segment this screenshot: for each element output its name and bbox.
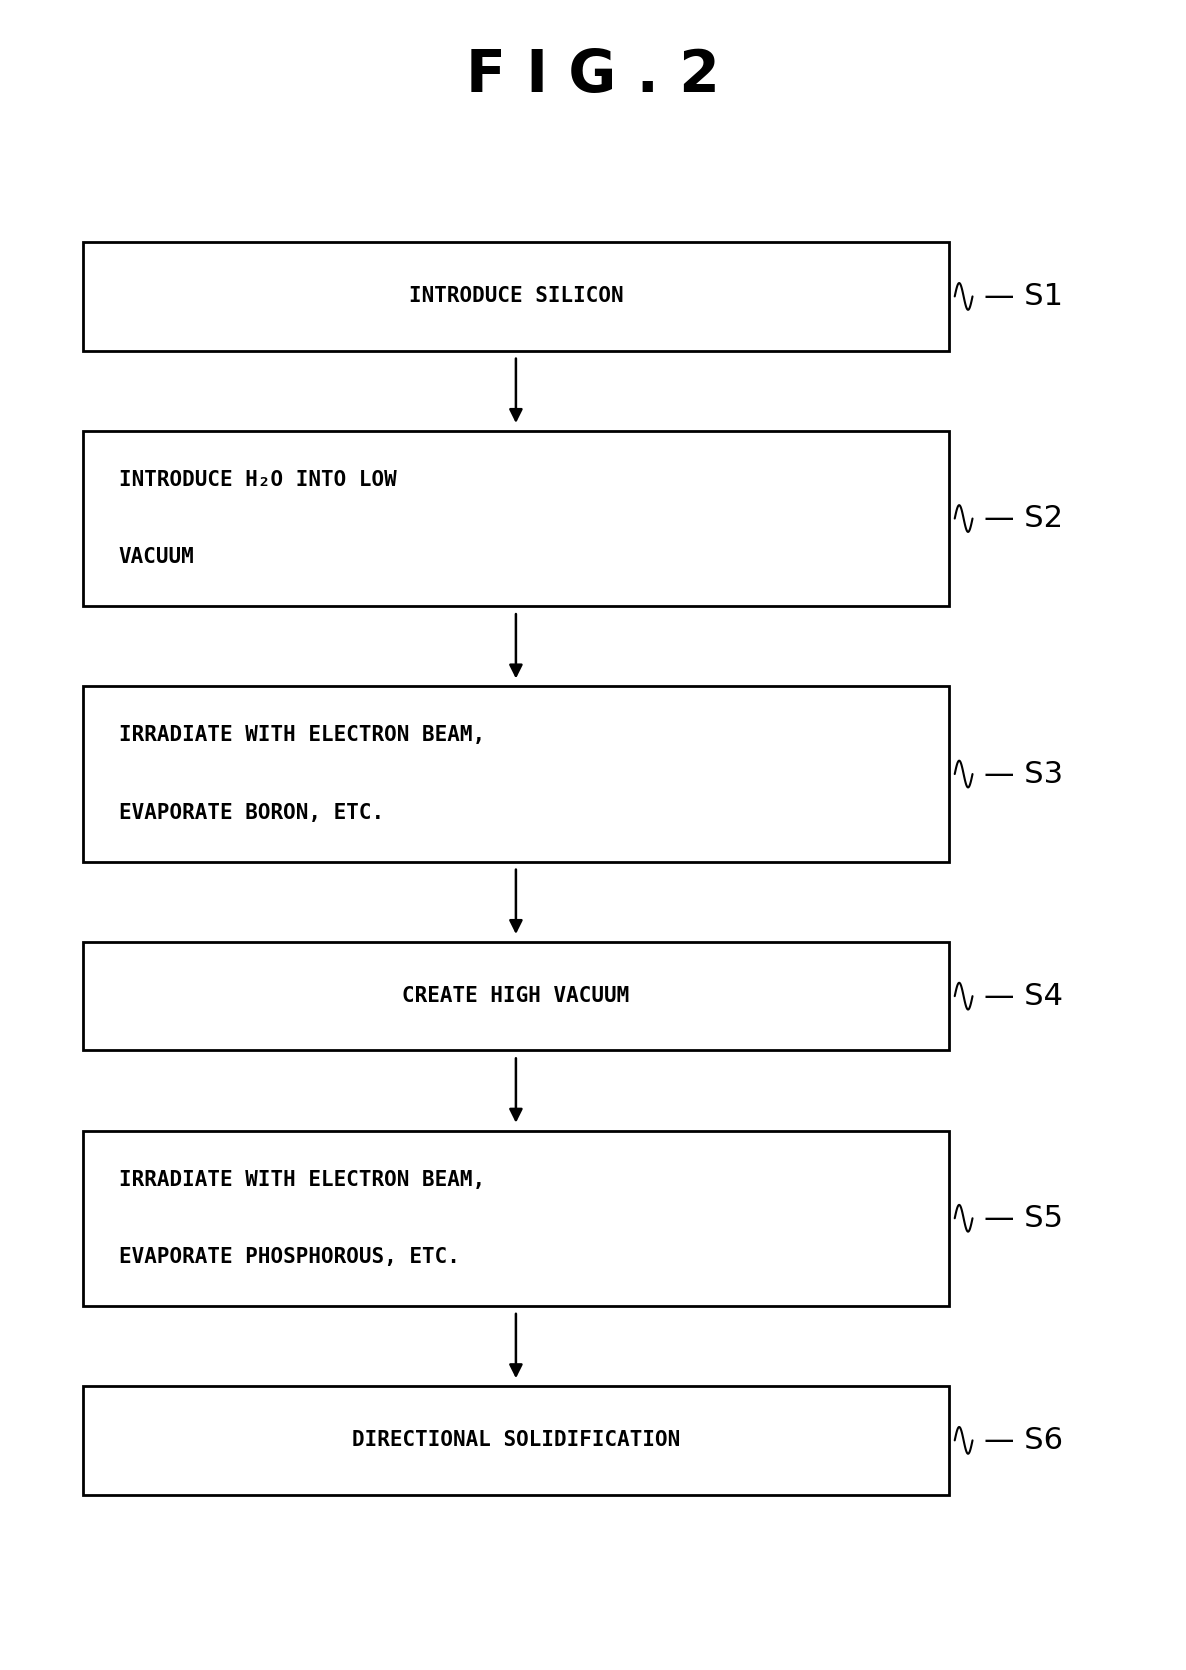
Text: F I G . 2: F I G . 2 [466,47,720,104]
Text: IRRADIATE WITH ELECTRON BEAM,: IRRADIATE WITH ELECTRON BEAM, [119,725,485,745]
Bar [83,242,949,351]
Text: — S1: — S1 [984,282,1064,311]
Text: — S4: — S4 [984,982,1064,1010]
Bar [83,942,949,1050]
Text: CREATE HIGH VACUUM: CREATE HIGH VACUUM [402,987,630,1005]
Text: EVAPORATE PHOSPHOROUS, ETC.: EVAPORATE PHOSPHOROUS, ETC. [119,1247,459,1268]
Text: VACUUM: VACUUM [119,548,195,568]
Bar [83,1131,949,1306]
Bar [83,1386,949,1495]
Text: INTRODUCE SILICON: INTRODUCE SILICON [409,287,623,306]
Text: INTRODUCE H₂O INTO LOW: INTRODUCE H₂O INTO LOW [119,469,396,489]
Text: IRRADIATE WITH ELECTRON BEAM,: IRRADIATE WITH ELECTRON BEAM, [119,1169,485,1189]
Bar [83,686,949,862]
Text: — S3: — S3 [984,760,1064,788]
Text: — S2: — S2 [984,504,1064,533]
Text: — S6: — S6 [984,1426,1064,1455]
Text: — S5: — S5 [984,1204,1064,1232]
Bar [83,431,949,606]
Text: DIRECTIONAL SOLIDIFICATION: DIRECTIONAL SOLIDIFICATION [352,1431,680,1450]
Text: EVAPORATE BORON, ETC.: EVAPORATE BORON, ETC. [119,803,384,823]
